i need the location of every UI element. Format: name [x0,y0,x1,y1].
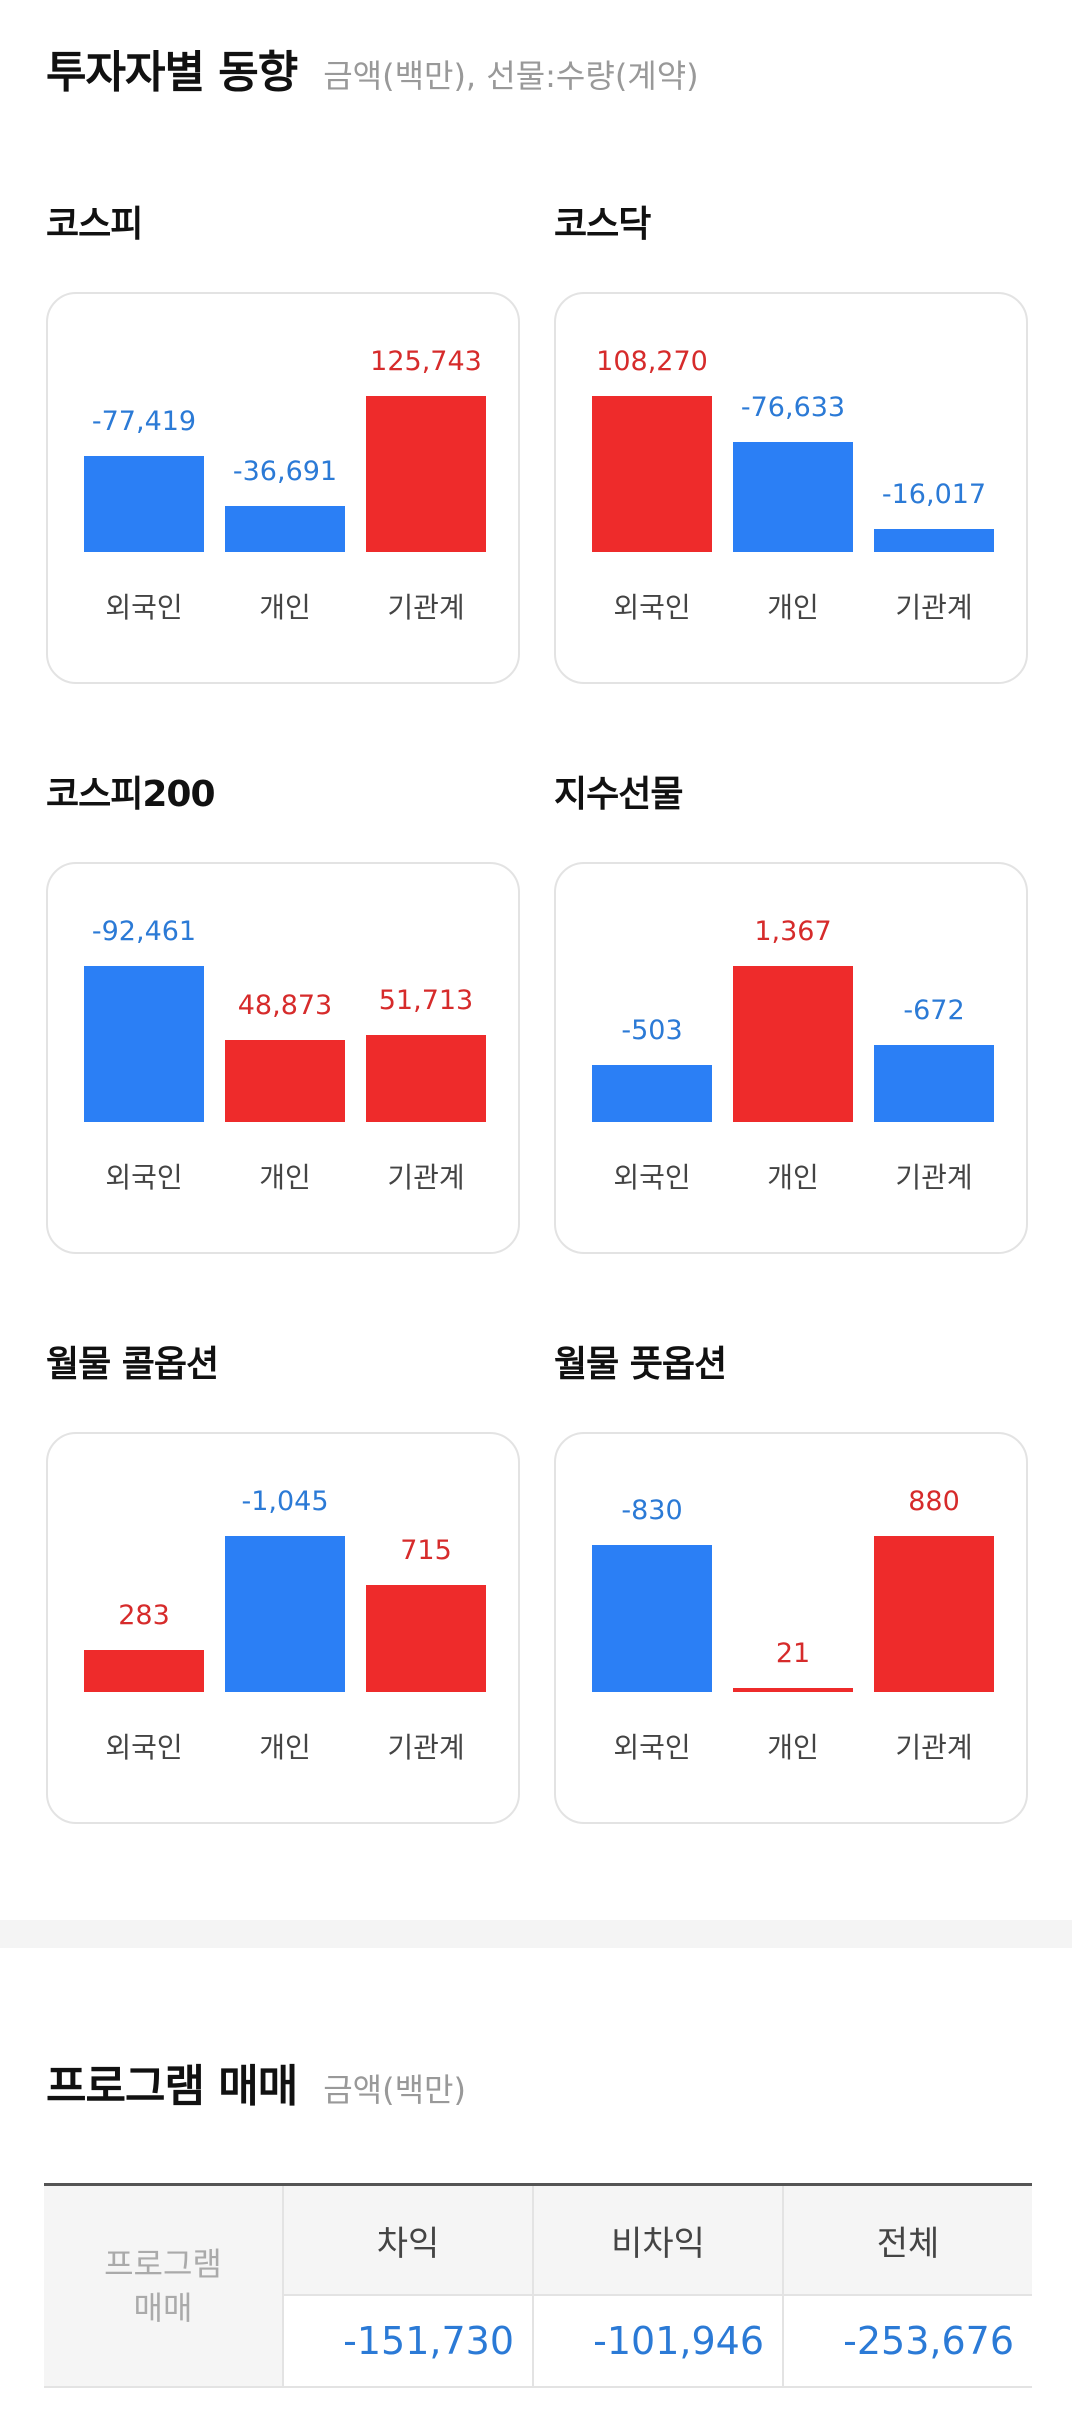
data-label: 21 [775,1638,811,1669]
chart-bar [874,1045,994,1122]
page-title: 투자자별 동향 [46,47,298,98]
category-label: 개인 [259,1731,311,1764]
column-header-non-arbitrage: 비차익 [534,2186,784,2296]
data-label: 51,713 [378,985,474,1016]
chart-card: -503 외국인 1,367 개인 -672 기관계 [554,862,1028,1254]
chart-bar [225,1040,345,1122]
row-header-line1: 프로그램 [104,2245,222,2283]
data-label: -76,633 [740,392,846,423]
chart-title: 코스닥 [554,204,651,245]
chart-bar [874,529,994,552]
program-row-header: 프로그램 매매 [44,2186,284,2386]
category-label: 개인 [259,591,311,624]
category-label: 기관계 [387,591,465,624]
data-label: 283 [118,1600,170,1631]
chart-bar [592,396,712,552]
chart-card: -830 외국인 21 개인 880 기관계 [554,1432,1028,1824]
chart-bar [84,1650,204,1692]
chart-card: 108,270 외국인 -76,633 개인 -16,017 기관계 [554,292,1028,684]
chart-bar [366,396,486,552]
chart-title: 월물 콜옵션 [46,1344,219,1385]
chart-bar [84,456,204,552]
category-label: 기관계 [387,1731,465,1764]
category-label: 기관계 [895,1731,973,1764]
data-label: -672 [903,995,965,1026]
column-header-total: 전체 [784,2186,1032,2296]
chart-bar [592,1545,712,1692]
data-label: 125,743 [370,346,482,377]
table-bottom-border [44,2386,1032,2388]
chart-bar [874,1536,994,1692]
column-header-arbitrage: 차익 [284,2186,534,2296]
row-header-line2: 매매 [133,2289,193,2327]
chart-card: 283 외국인 -1,045 개인 715 기관계 [46,1432,520,1824]
data-label: -1,045 [241,1486,329,1517]
chart-bar [84,966,204,1122]
category-label: 개인 [767,1731,819,1764]
chart-bar [733,966,853,1122]
category-label: 개인 [767,591,819,624]
value-non-arbitrage: -101,946 [534,2296,784,2386]
program-table: 프로그램 매매 차익 비차익 전체 -151,730 -101,946 -253… [44,2183,1032,2388]
chart-card: -92,461 외국인 48,873 개인 51,713 기관계 [46,862,520,1254]
category-label: 외국인 [613,591,691,624]
data-label: -77,419 [91,406,197,437]
category-label: 외국인 [613,1731,691,1764]
chart-bar [366,1035,486,1122]
chart-bar [225,506,345,552]
value-total: -253,676 [843,2319,1014,2363]
category-label: 외국인 [105,1161,183,1194]
chart-bar [733,442,853,552]
chart-title: 코스피200 [46,774,216,815]
program-title: 프로그램 매매 [46,2061,298,2112]
category-label: 외국인 [105,1731,183,1764]
program-subtitle: 금액(백만) [323,2071,466,2109]
data-label: -92,461 [91,916,197,947]
chart-title: 지수선물 [554,774,683,815]
data-label: 1,367 [754,916,832,947]
category-label: 기관계 [895,591,973,624]
category-label: 외국인 [105,591,183,624]
program-header: 프로그램 매매 금액(백만) [46,2050,466,2114]
chart-title: 월물 풋옵션 [554,1344,727,1385]
data-label: -503 [621,1015,683,1046]
data-label: -36,691 [232,456,338,487]
chart-title: 코스피 [46,204,143,245]
data-label: 880 [908,1486,960,1517]
category-label: 개인 [767,1161,819,1194]
page-subtitle: 금액(백만), 선물:수량(계약) [323,57,699,95]
section-divider [0,1920,1072,1948]
category-label: 개인 [259,1161,311,1194]
chart-card: -77,419 외국인 -36,691 개인 125,743 기관계 [46,292,520,684]
chart-bar [592,1065,712,1122]
chart-bar [366,1585,486,1692]
chart-bar [733,1688,853,1692]
data-label: 48,873 [237,990,333,1021]
data-label: -16,017 [881,479,987,510]
chart-bar [225,1536,345,1692]
category-label: 외국인 [613,1161,691,1194]
data-label: 715 [400,1535,452,1566]
data-label: 108,270 [596,346,708,377]
value-arbitrage: -151,730 [284,2296,534,2386]
category-label: 기관계 [895,1161,973,1194]
section-header: 투자자별 동향 금액(백만), 선물:수량(계약) [46,36,699,100]
category-label: 기관계 [387,1161,465,1194]
data-label: -830 [621,1495,683,1526]
